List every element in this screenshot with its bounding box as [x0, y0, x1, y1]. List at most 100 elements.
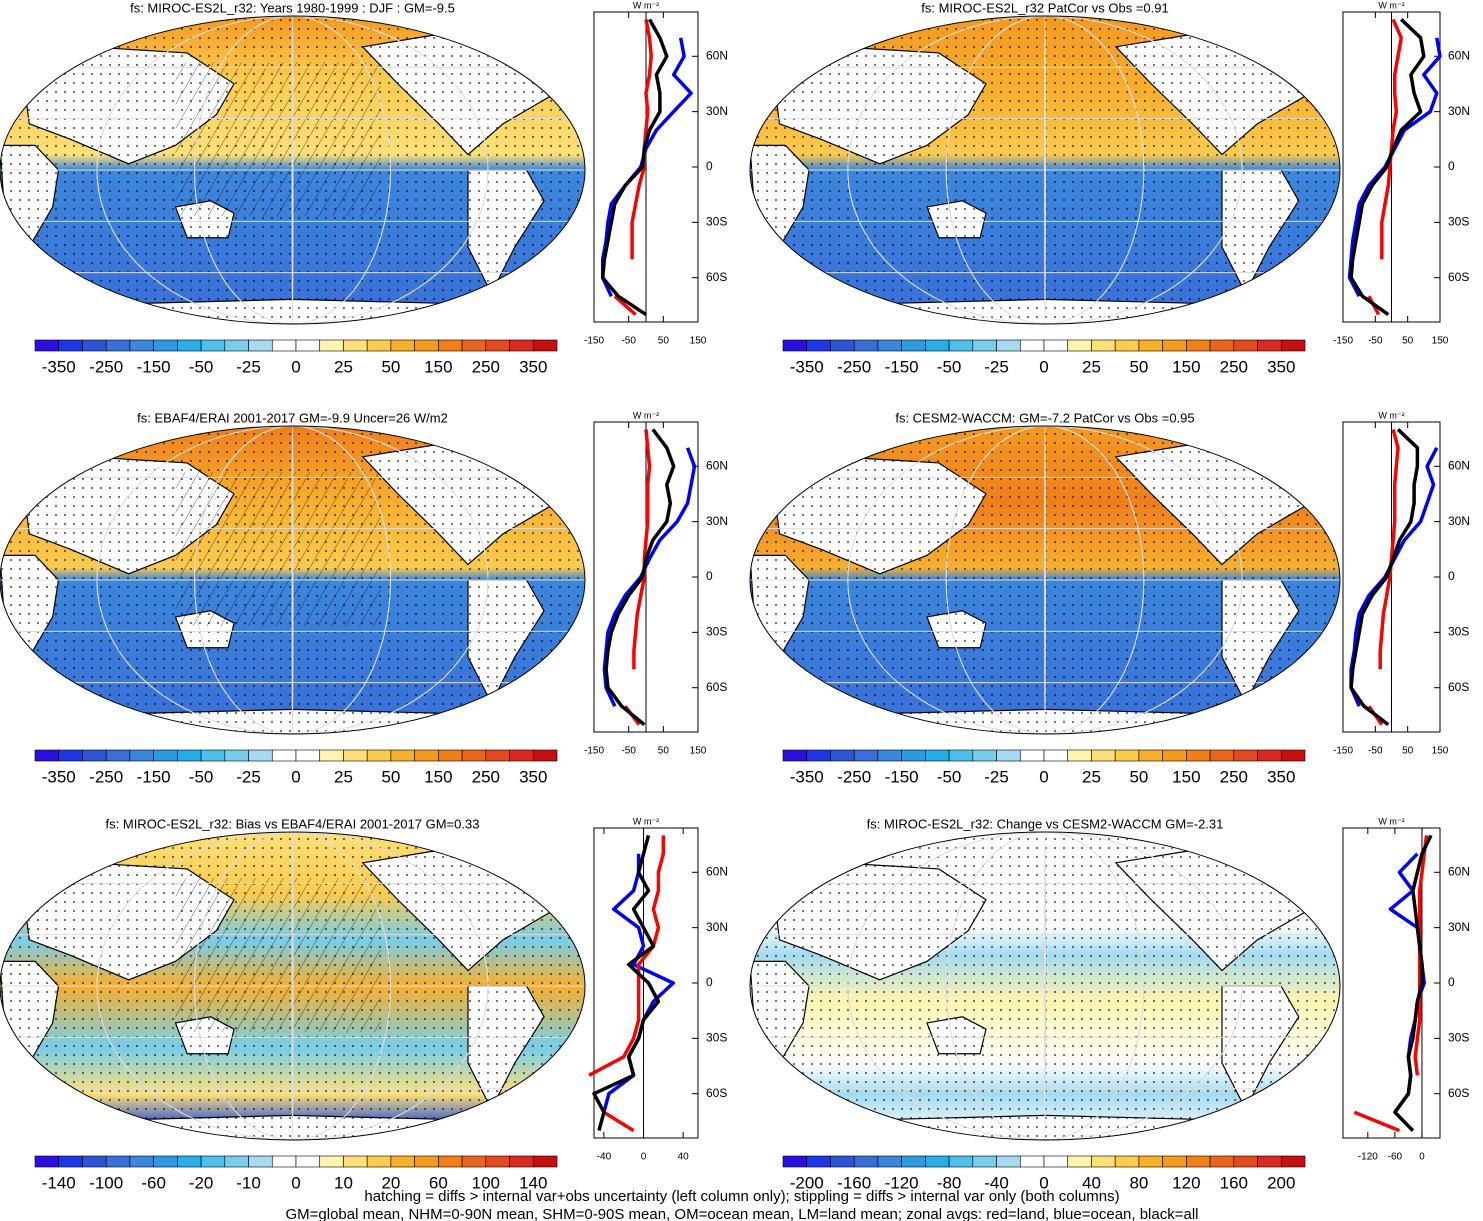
- x-tick-label: 150: [1432, 746, 1449, 757]
- y-tick-label: 0: [1448, 159, 1455, 173]
- colorbar-label: -10: [236, 1173, 261, 1192]
- colorbar-box: [877, 339, 902, 352]
- colorbar-box: [853, 749, 879, 762]
- colorbar-label: -150: [885, 767, 919, 786]
- map-border: [0, 831, 586, 1141]
- colorbar-label: -250: [89, 767, 123, 786]
- colorbar-box: [830, 1155, 855, 1168]
- colorbar-label: 140: [519, 1173, 547, 1192]
- graticule: [1044, 16, 1046, 324]
- colorbar-box: [271, 339, 297, 352]
- hatching: [175, 472, 381, 627]
- y-tick-label: 30S: [706, 625, 727, 639]
- colorbar-label: 150: [1172, 767, 1200, 786]
- colorbar-label: -25: [236, 357, 261, 376]
- colorbar-label: 250: [1220, 357, 1248, 376]
- y-tick-label: 60S: [706, 270, 727, 284]
- colorbar-box: [782, 339, 808, 352]
- map: [0, 832, 585, 1140]
- zonal-line: [1349, 18, 1426, 317]
- y-tick-label: 0: [706, 159, 713, 173]
- zonal-line: [592, 834, 661, 1132]
- colorbar-label: -150: [137, 767, 171, 786]
- colorbar-box: [485, 339, 510, 352]
- colorbar-box: [319, 1155, 344, 1168]
- y-tick-label: 30N: [1448, 920, 1470, 934]
- y-tick-label: 30N: [1448, 514, 1470, 528]
- colorbar-box: [153, 749, 178, 762]
- colorbar-box: [1257, 339, 1282, 352]
- zonal-units: W m⁻²: [1378, 816, 1404, 826]
- colorbar-box: [366, 339, 392, 352]
- y-tick-label: 60N: [1448, 864, 1470, 878]
- colorbar-label: -350: [42, 767, 76, 786]
- colorbar-label: 350: [1267, 767, 1295, 786]
- colorbar-box: [390, 1155, 415, 1168]
- colorbar-box: [509, 749, 534, 762]
- colorbar-label: -50: [189, 357, 214, 376]
- colorbar-label: 150: [424, 357, 452, 376]
- colorbar-box: [82, 749, 107, 762]
- zonal-units: W m⁻²: [633, 816, 659, 826]
- x-tick-label: 150: [690, 746, 707, 757]
- y-tick-label: 60S: [1448, 680, 1469, 694]
- map: [750, 426, 1340, 734]
- colorbar-box: [414, 339, 439, 352]
- y-tick-label: 30N: [706, 104, 728, 118]
- colorbar-label: 0: [1039, 1173, 1048, 1192]
- colorbar-label: 0: [1039, 357, 1048, 376]
- zonal-units: W m⁻²: [633, 0, 659, 10]
- colorbar-box: [1067, 1155, 1092, 1168]
- colorbar-label: -200: [790, 1173, 824, 1192]
- colorbar-box: [509, 1155, 534, 1168]
- colorbar-label: 0: [291, 357, 300, 376]
- colorbar-box: [1138, 1155, 1163, 1168]
- colorbar-box: [782, 1155, 808, 1168]
- colorbar-box: [972, 339, 997, 352]
- colorbar-box: [1043, 749, 1069, 762]
- colorbar-label: 50: [381, 767, 400, 786]
- colorbar-label: 350: [1267, 357, 1295, 376]
- colorbar-label: -100: [89, 1173, 123, 1192]
- panel-title: fs: MIROC-ES2L_r32: Change vs CESM2-WACC…: [867, 816, 1224, 831]
- colorbar-box: [82, 339, 107, 352]
- graticule: [847, 426, 1243, 734]
- colorbar-box: [1162, 749, 1187, 762]
- colorbar-box: [1138, 339, 1163, 352]
- colorbar-box: [295, 339, 321, 352]
- colorbar-box: [1233, 339, 1258, 352]
- colorbar-box: [877, 1155, 902, 1168]
- y-tick-label: 60N: [706, 864, 728, 878]
- colorbar-box: [343, 749, 368, 762]
- zonal-line: [600, 18, 669, 317]
- x-tick-label: 0: [641, 1152, 647, 1163]
- y-tick-label: 60N: [1448, 458, 1470, 472]
- y-tick-label: 0: [1448, 975, 1455, 989]
- map: [0, 16, 585, 324]
- panel-title: fs: EBAF4/ERAI 2001-2017 GM=-9.9 Uncer=2…: [137, 410, 448, 425]
- colorbar-box: [948, 1155, 974, 1168]
- zonal-line: [600, 37, 693, 297]
- colorbar-box: [58, 339, 83, 352]
- x-tick-label: 50: [1402, 336, 1414, 347]
- colorbar-label: -250: [89, 357, 123, 376]
- colorbar-label: 50: [1129, 357, 1148, 376]
- graticule: [194, 16, 391, 324]
- colorbar-box: [925, 749, 950, 762]
- graticule: [945, 16, 1145, 324]
- colorbar-box: [224, 749, 249, 762]
- x-tick-label: 50: [658, 336, 670, 347]
- colorbar-label: -150: [885, 357, 919, 376]
- colorbar-label: 250: [472, 357, 500, 376]
- y-tick-label: 60S: [1448, 270, 1469, 284]
- colorbar-box: [200, 339, 226, 352]
- colorbar-label: -250: [837, 767, 871, 786]
- colorbar-label: -20: [189, 1173, 214, 1192]
- colorbar-box: [1233, 1155, 1258, 1168]
- panel-title: fs: MIROC-ES2L_r32: Bias vs EBAF4/ERAI 2…: [106, 816, 480, 831]
- colorbar-box: [1186, 749, 1211, 762]
- colorbar-box: [438, 1155, 463, 1168]
- colorbar-label: 250: [472, 767, 500, 786]
- x-tick-label: -150: [584, 336, 604, 347]
- graticule: [847, 16, 1243, 324]
